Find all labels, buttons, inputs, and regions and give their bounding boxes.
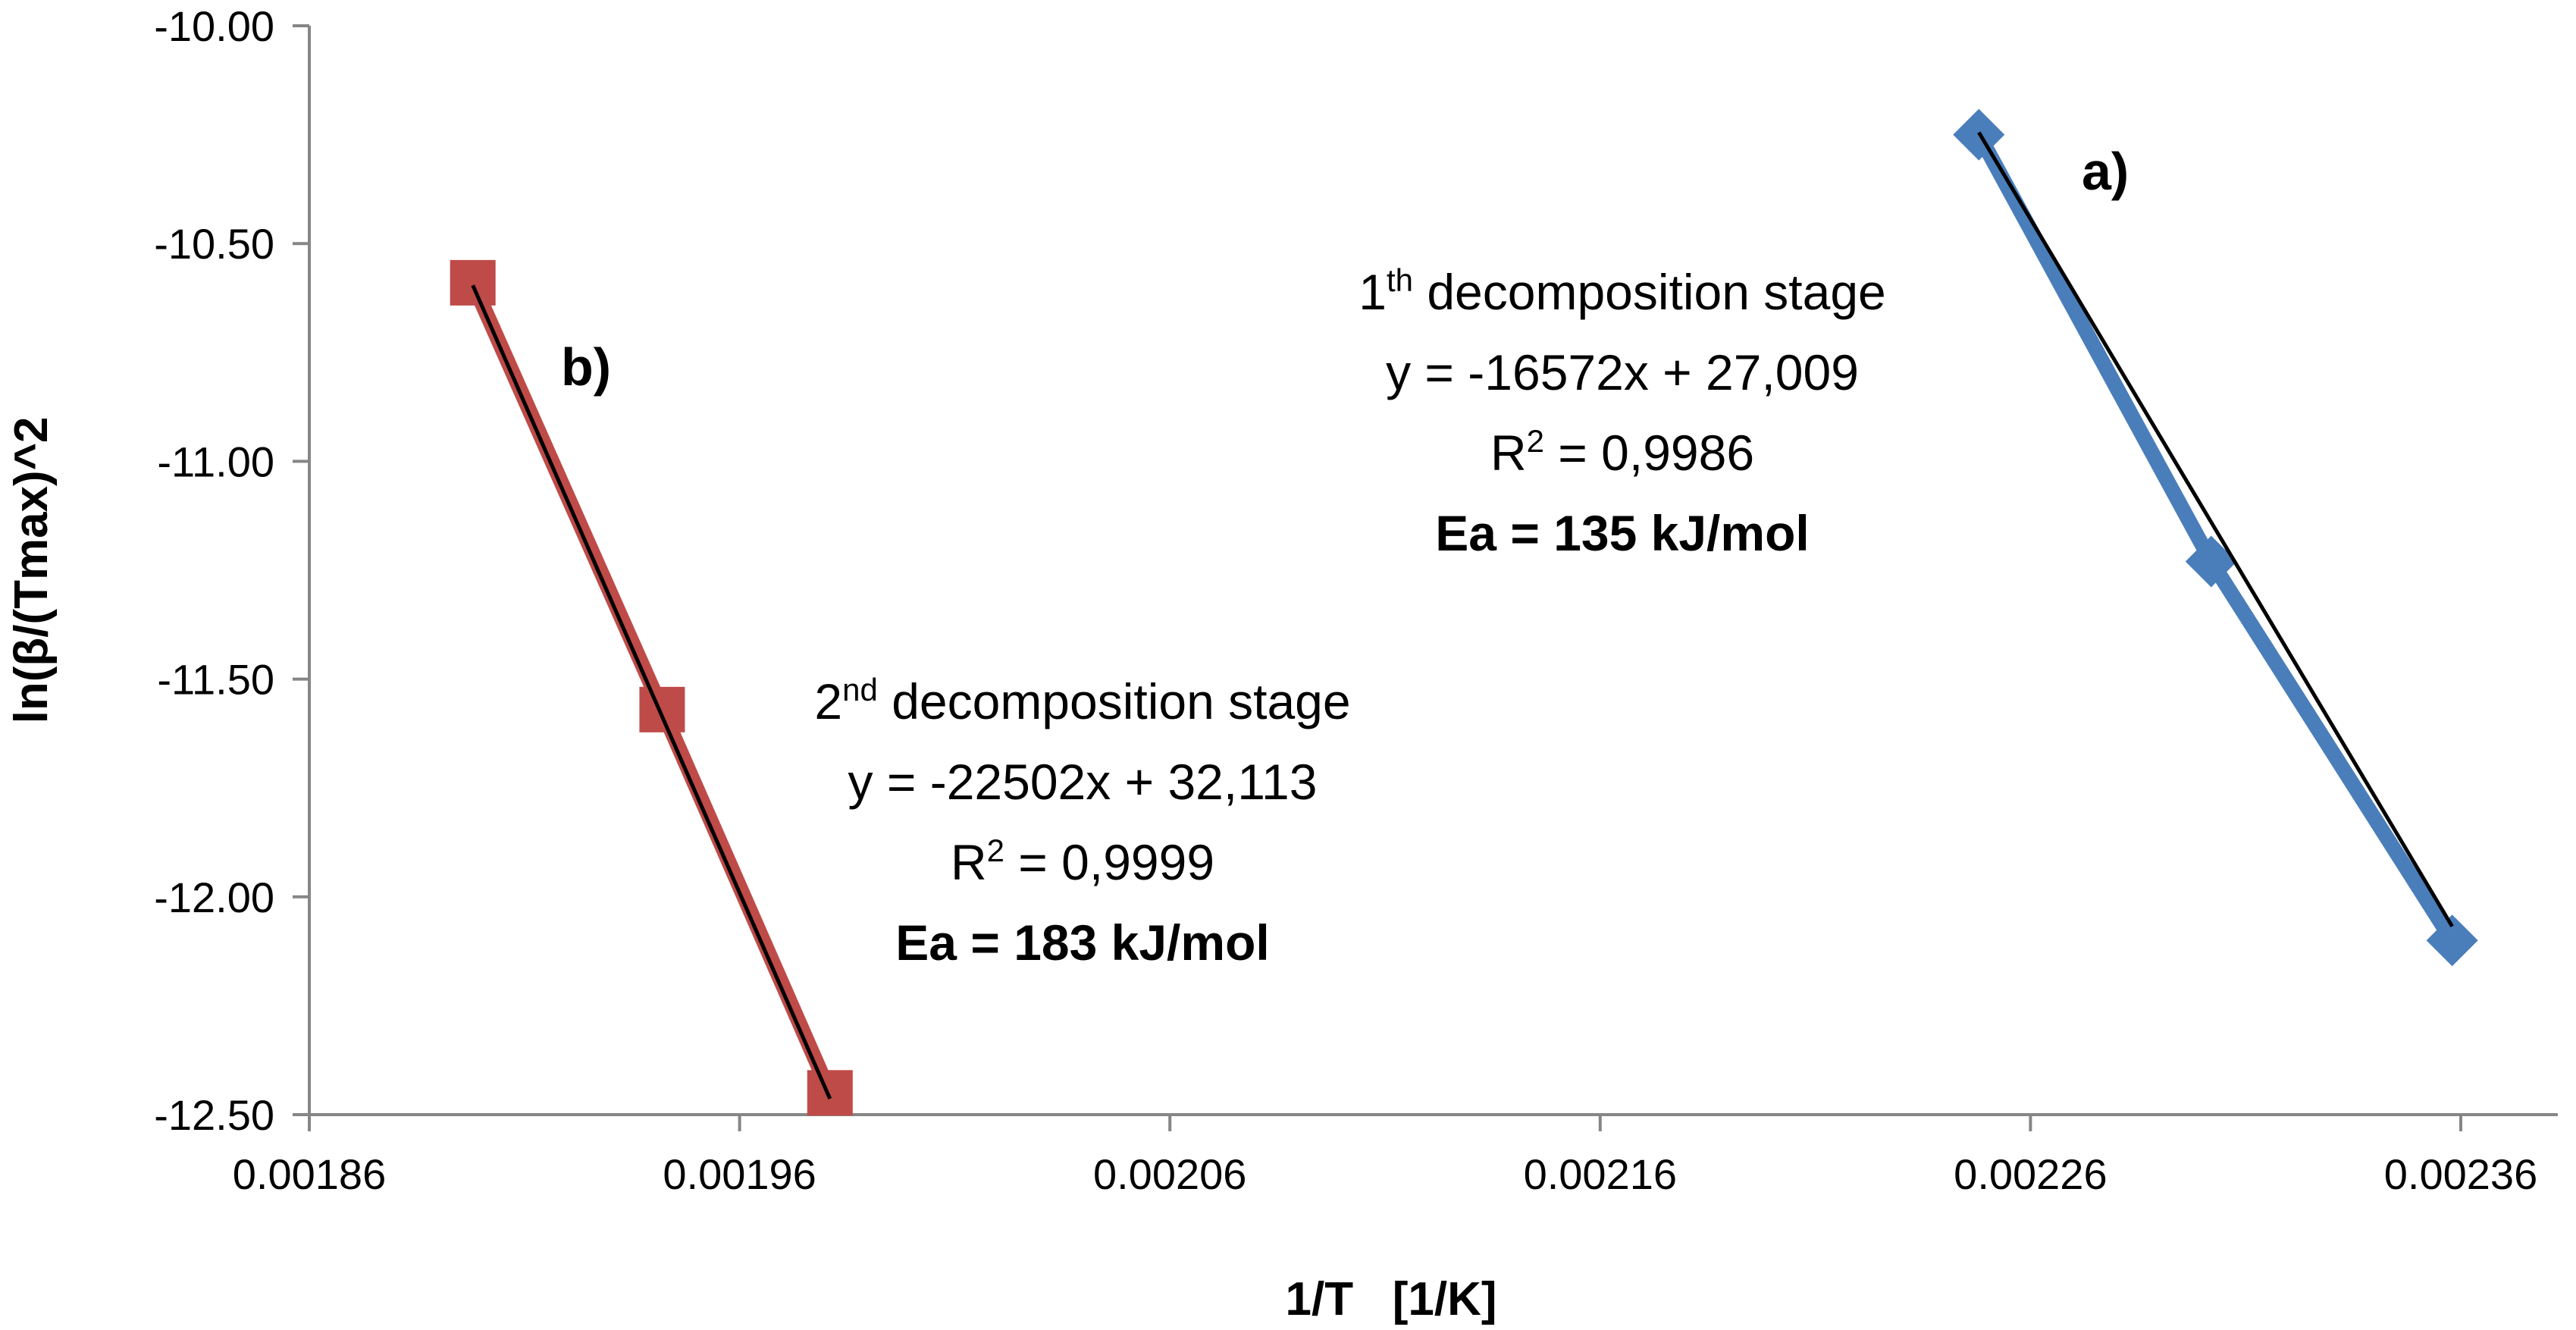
y-tick-label: -12.00 (154, 874, 274, 921)
annotation-a: 1th decomposition stage y = -16572x + 27… (1359, 262, 1885, 561)
annotation-a-ea: Ea = 135 kJ/mol (1435, 505, 1810, 561)
series-a-point (2426, 914, 2478, 967)
series-b-label: b) (561, 337, 611, 397)
annotation-a-r2: R2 = 0,9986 (1490, 423, 1754, 481)
series-b-point (450, 259, 496, 306)
y-axis-title: ln(β/(Tmax)^2 (5, 417, 58, 724)
y-tick-group: -10.00 -10.50 -11.00 -11.50 -12.00 -12.50 (154, 2, 309, 1139)
x-tick-label: 0.00196 (663, 1150, 816, 1198)
y-tick-label: -11.00 (157, 438, 274, 485)
series-a-line (1972, 130, 2459, 945)
x-tick-group: 0.00186 0.00196 0.00206 0.00216 0.00226 0.002… (233, 1115, 2537, 1198)
annotation-b: 2nd decomposition stage y = -22502x + 32… (814, 672, 1350, 971)
annotation-b-r2: R2 = 0,9999 (951, 833, 1214, 890)
annotation-a-stage: 1th decomposition stage (1359, 262, 1885, 320)
x-tick-label: 0.00236 (2384, 1150, 2537, 1198)
series-a (1953, 108, 2478, 967)
annotation-b-ea: Ea = 183 kJ/mol (895, 914, 1270, 971)
annotation-a-equation: y = -16572x + 27,009 (1386, 344, 1859, 400)
x-tick-label: 0.00206 (1093, 1150, 1246, 1198)
annotation-b-stage: 2nd decomposition stage (814, 672, 1350, 729)
series-a-trendline (1977, 131, 2454, 928)
y-tick-label: -10.00 (154, 2, 274, 50)
y-tick-label: -10.50 (154, 220, 274, 268)
series-a-label: a) (2082, 142, 2129, 201)
series-b-point (807, 1070, 853, 1116)
x-axis-title: 1/T [1/K] (1285, 1273, 1496, 1325)
x-tick-label: 0.00216 (1524, 1150, 1677, 1198)
series-a-point (2185, 535, 2237, 588)
annotation-b-equation: y = -22502x + 32,113 (848, 754, 1318, 810)
x-tick-label: 0.00186 (233, 1150, 386, 1198)
series-b-trendline (471, 284, 832, 1100)
x-tick-label: 0.00226 (1954, 1150, 2107, 1198)
series-b (450, 259, 853, 1116)
y-tick-label: -12.50 (154, 1091, 274, 1139)
y-tick-label: -11.50 (157, 656, 274, 704)
series-b-point (639, 686, 685, 732)
